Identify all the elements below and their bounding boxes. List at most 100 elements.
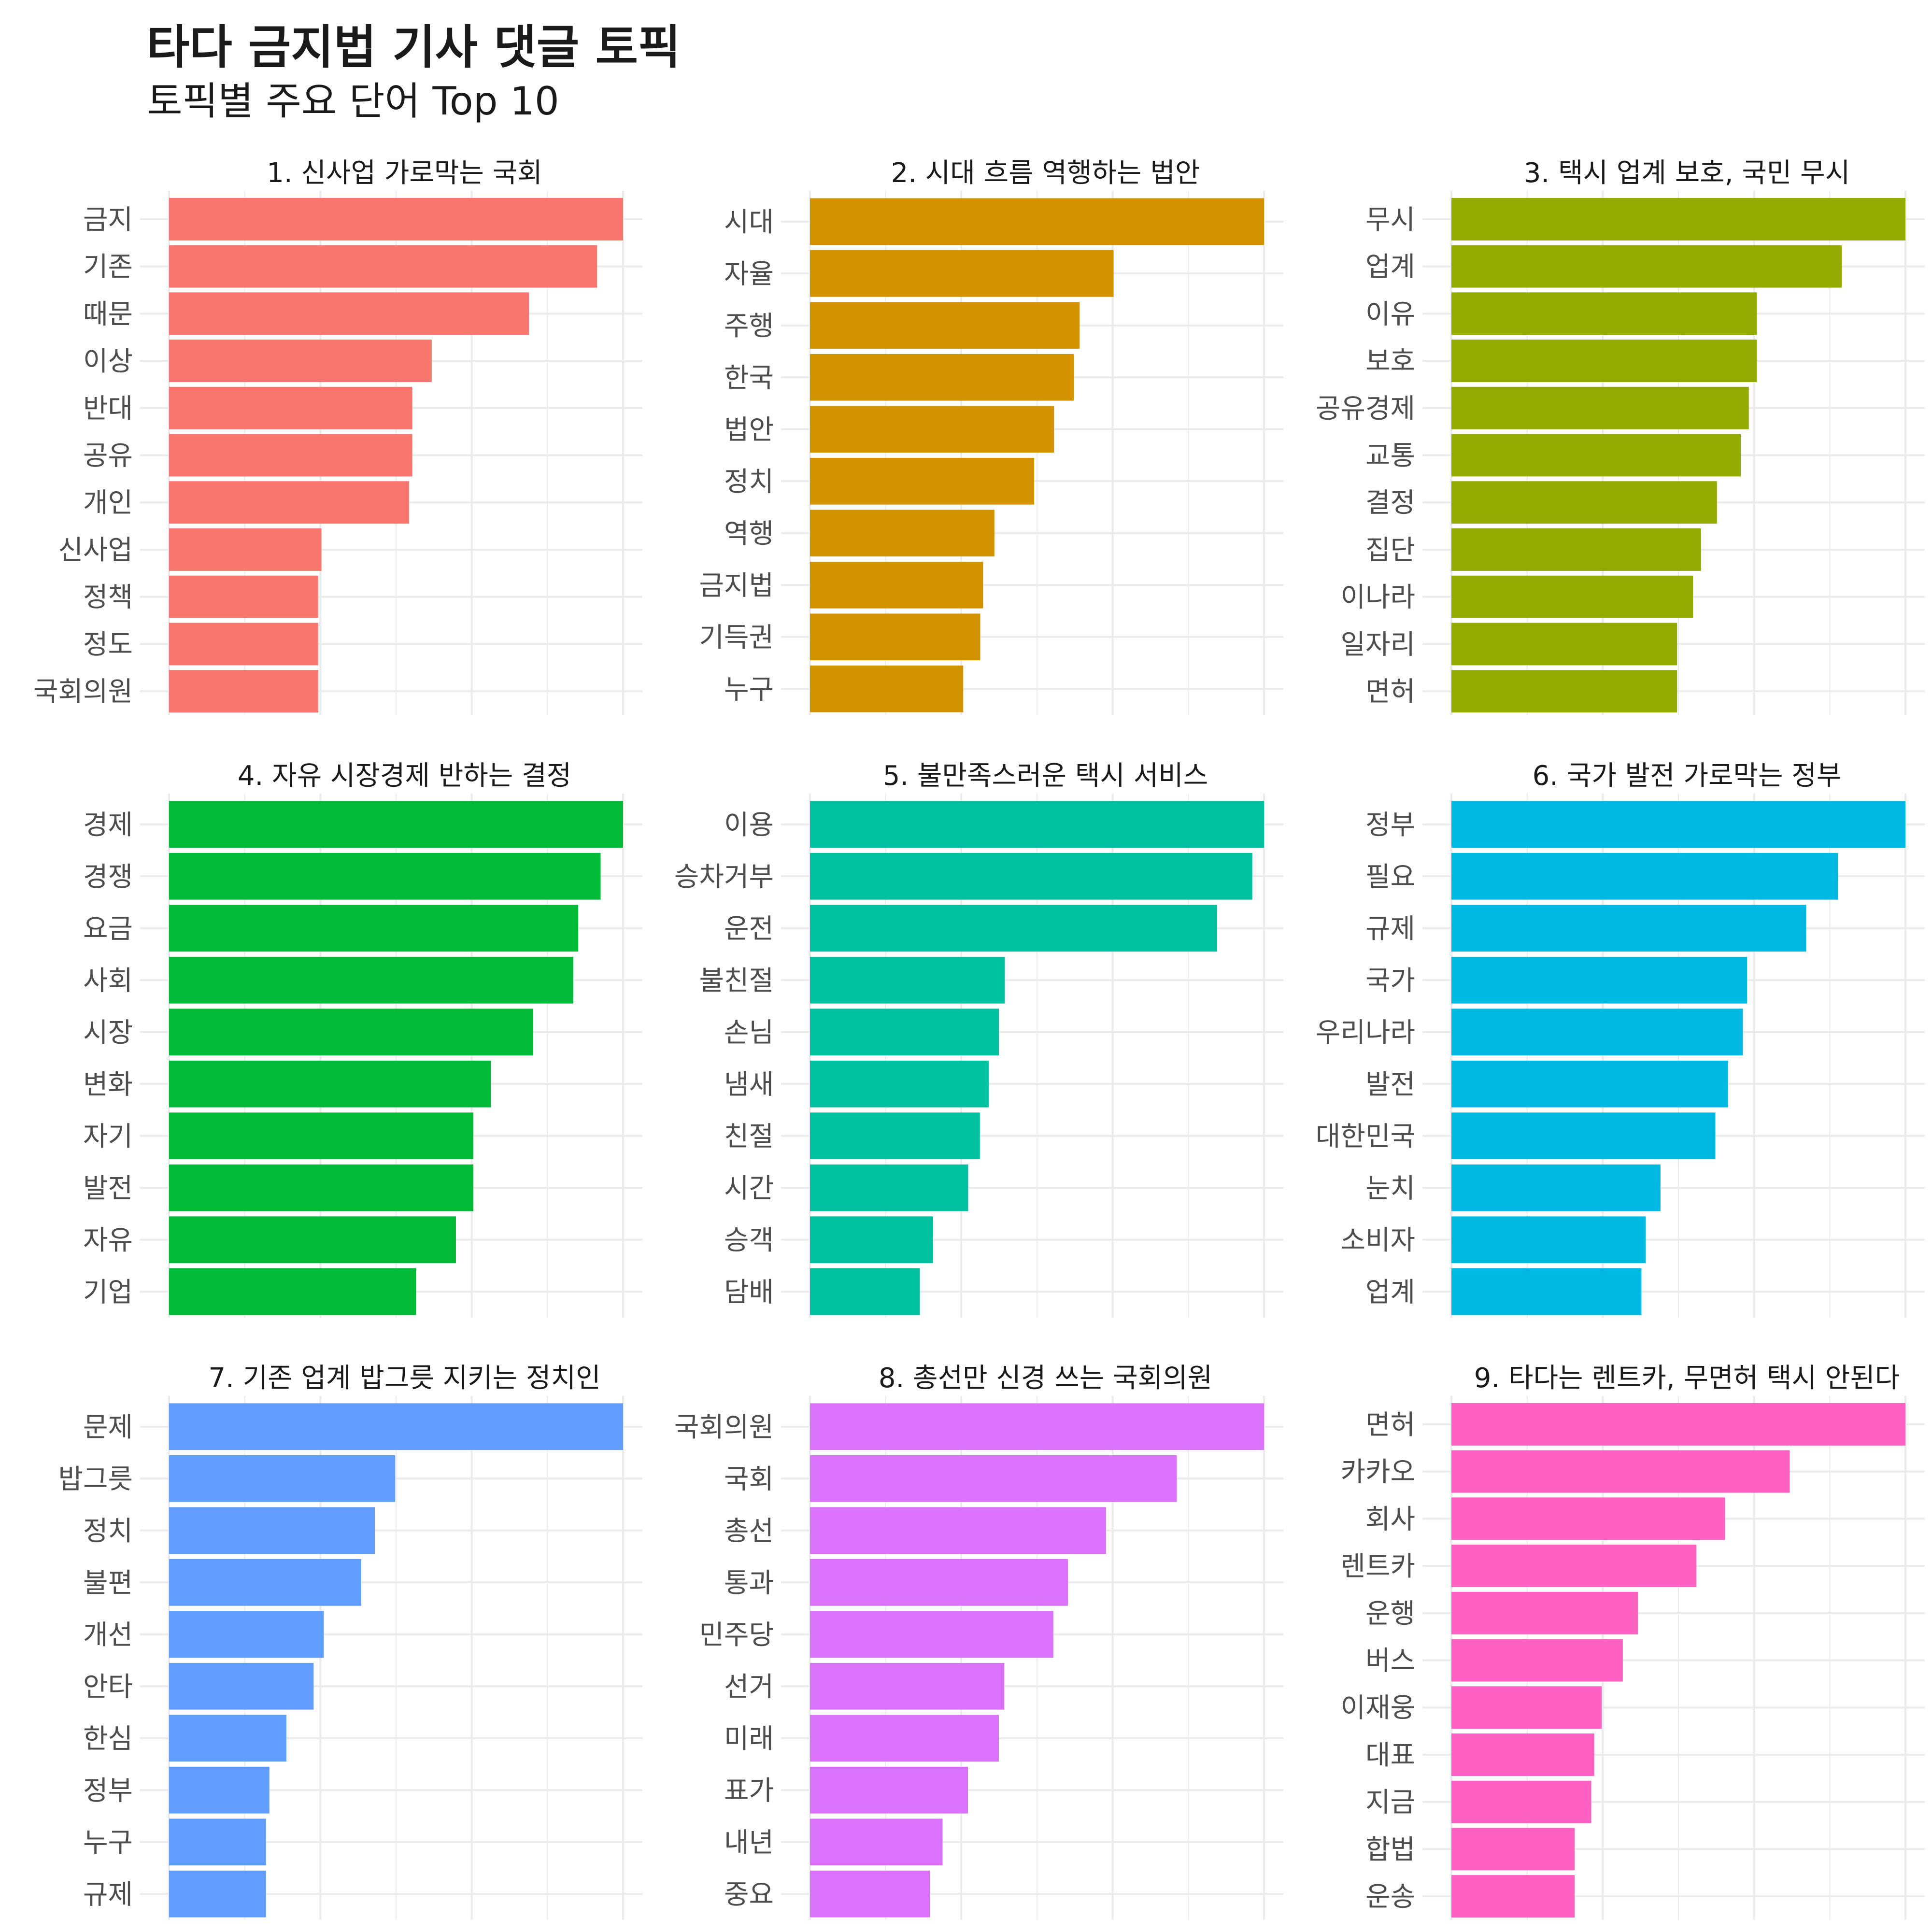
category-label: 담배 [724, 1277, 774, 1308]
bar [169, 1060, 491, 1108]
category-label: 신사업 [58, 535, 133, 566]
bar [810, 1507, 1106, 1554]
facet-title: 2. 시대 흐름 역행하는 법안 [891, 157, 1200, 189]
category-label: 한심 [83, 1723, 133, 1755]
bar [169, 481, 409, 524]
category-label: 경쟁 [83, 861, 133, 893]
category-label: 주행 [724, 311, 774, 342]
facet-panel-9: 9. 타다는 렌트카, 무면허 택시 안된다면허카카오회사렌트카운행버스이재웅대… [1340, 1363, 1925, 1920]
category-label: 공유경제 [1316, 393, 1415, 425]
bar [169, 1662, 314, 1710]
category-label: 필요 [1365, 861, 1415, 893]
facet-panel-7: 7. 기존 업계 밥그릇 지키는 정치인문제밥그릇정치불편개선안타한심정부누구규… [58, 1363, 642, 1920]
bar [1451, 1497, 1725, 1540]
bar [810, 510, 994, 557]
bar [1451, 1780, 1591, 1823]
bar [1451, 1112, 1716, 1160]
category-label: 국회의원 [33, 676, 133, 708]
category-label: 버스 [1365, 1646, 1415, 1677]
facet-panel-3: 3. 택시 업계 보호, 국민 무시무시업계이유보호공유경제교통결정집단이나라일… [1316, 157, 1925, 715]
category-label: 카카오 [1340, 1457, 1415, 1488]
bar [1451, 852, 1838, 900]
bar [1451, 434, 1741, 477]
category-label: 회사 [1365, 1504, 1415, 1535]
bar [169, 1559, 361, 1606]
bar [169, 1403, 623, 1450]
bar [169, 245, 597, 288]
category-label: 집단 [1365, 535, 1415, 566]
category-label: 사회 [83, 965, 133, 996]
bar [810, 1060, 989, 1108]
bar [810, 1268, 920, 1315]
category-label: 공유 [83, 440, 133, 472]
bar [810, 956, 1005, 1004]
category-label: 기업 [83, 1277, 133, 1308]
category-label: 역행 [724, 518, 774, 550]
category-label: 법안 [724, 414, 774, 446]
category-label: 지금 [1365, 1787, 1415, 1818]
bar [169, 1715, 286, 1762]
bar [1451, 623, 1677, 666]
category-label: 요금 [83, 913, 133, 945]
category-label: 정치 [724, 466, 774, 497]
bar [169, 340, 432, 383]
bar [169, 852, 601, 900]
category-label: 문제 [83, 1412, 133, 1443]
bar [810, 1766, 968, 1814]
category-label: 이나라 [1340, 582, 1415, 613]
bar [1451, 1164, 1661, 1211]
category-label: 정부 [1365, 810, 1415, 841]
category-label: 미래 [724, 1723, 774, 1755]
bar [810, 250, 1114, 297]
bar [169, 1216, 456, 1264]
bar [810, 852, 1252, 900]
category-label: 시대 [724, 207, 774, 238]
category-label: 누구 [724, 674, 774, 705]
bar [169, 670, 318, 713]
category-label: 규제 [83, 1879, 133, 1910]
bar [169, 292, 529, 335]
category-label: 승차거부 [674, 861, 774, 893]
bar [1451, 670, 1677, 713]
category-label: 결정 [1365, 487, 1415, 519]
bar [810, 1403, 1264, 1450]
bar [169, 1112, 474, 1160]
category-label: 이용 [724, 810, 774, 841]
bar [1451, 905, 1806, 952]
bar [169, 1766, 270, 1814]
bar [1451, 1216, 1646, 1264]
category-label: 시간 [724, 1173, 774, 1204]
category-label: 안타 [83, 1671, 133, 1703]
category-label: 소비자 [1340, 1225, 1415, 1256]
chart-subtitle: 토픽별 주요 단어 Top 10 [147, 79, 559, 124]
bar [810, 1662, 1005, 1710]
category-label: 국가 [1365, 965, 1415, 996]
category-label: 이재웅 [1340, 1692, 1415, 1724]
category-label: 정책 [83, 582, 133, 613]
category-label: 누구 [83, 1827, 133, 1859]
bar [169, 434, 412, 477]
category-label: 선거 [724, 1671, 774, 1703]
bar [810, 1559, 1068, 1606]
category-label: 운행 [1365, 1598, 1415, 1630]
bar [1451, 1733, 1594, 1776]
category-label: 불친절 [699, 965, 774, 996]
bar [810, 302, 1080, 349]
bar [169, 1455, 396, 1502]
bar [810, 905, 1217, 952]
category-label: 경제 [83, 810, 133, 841]
category-label: 승객 [724, 1225, 774, 1256]
bar [810, 1818, 943, 1866]
category-label: 렌트카 [1340, 1551, 1415, 1582]
bar [810, 1112, 980, 1160]
category-label: 규제 [1365, 913, 1415, 945]
bar [810, 1164, 968, 1211]
category-label: 보호 [1365, 346, 1415, 377]
category-label: 반대 [83, 393, 133, 425]
category-label: 대한민국 [1316, 1121, 1415, 1152]
category-label: 발전 [83, 1173, 133, 1204]
bar [810, 801, 1264, 848]
